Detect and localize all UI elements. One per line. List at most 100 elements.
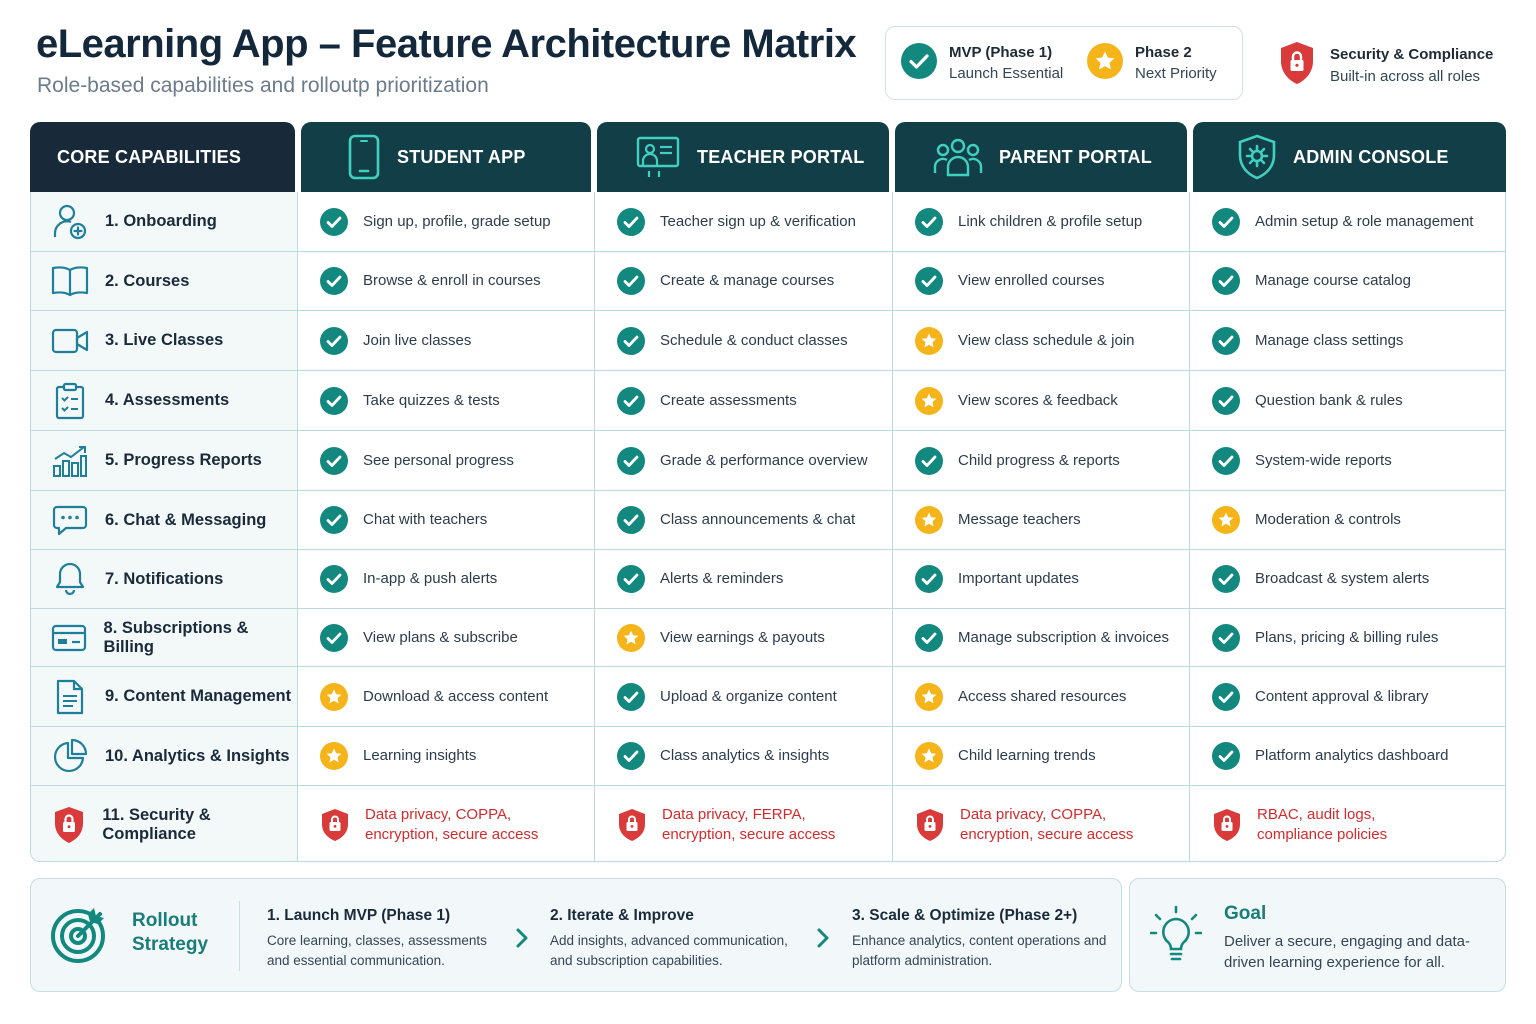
check-circle-icon [1212,742,1240,770]
capability-name: 8. Subscriptions & Billing [103,618,249,656]
feature-text: View earnings & payouts [660,628,825,646]
feature-text: Moderation & controls [1255,511,1401,528]
credit-card-icon [47,623,92,653]
legend-mvp: MVP (Phase 1) Launch Essential [901,42,1063,84]
check-circle-icon [617,326,645,355]
feature-cell: Data privacy, COPPA, encryption, secure … [893,786,1190,861]
column-header-label: CORE CAPABILITIES [57,146,242,167]
feature-text: Content approval & library [1255,687,1429,705]
feature-cell: RBAC, audit logs, compliance policies [1190,786,1505,861]
video-camera-icon [47,327,93,355]
check-circle-icon [617,446,645,475]
capability-cell: 9. Content Management [31,667,298,726]
table-row: 4. Assessments Take quizzes & tests Create… [31,371,1505,431]
feature-cell: Alerts & reminders [595,550,893,608]
matrix-body: 1. Onboarding Sign up, profile, grade set… [30,192,1506,862]
check-circle-icon [1212,623,1240,652]
feature-cell: Important updates [893,550,1190,608]
feature-text: Data privacy, FERPA, encryption, secure … [662,806,836,843]
legend-security-title: Security & Compliance [1330,45,1494,63]
feature-cell: Take quizzes & tests [298,371,595,430]
feature-text: Take quizzes & tests [363,391,500,409]
legend-phase2: Phase 2 Next Priority [1087,42,1217,84]
check-circle-icon [1212,386,1240,415]
feature-text: Data privacy, COPPA, encryption, secure … [960,806,1134,843]
feature-cell: Create & manage courses [595,252,893,310]
feature-text: Child progress & reports [958,451,1120,469]
feature-cell: View class schedule & join [893,311,1190,370]
feature-text: Platform analytics dashboard [1255,747,1449,764]
chat-bubble-icon [47,504,93,536]
feature-cell: Manage subscription & invoices [893,609,1190,666]
table-row: 9. Content Management Download & access c… [31,667,1505,727]
check-circle-icon [617,207,645,236]
book-icon [47,265,93,297]
feature-cell: Join live classes [298,311,595,370]
check-circle-icon [915,207,943,236]
table-row: 8. Subscriptions & Billing View plans & s… [31,609,1505,667]
page-title: eLearning App – Feature Architecture Mat… [36,22,857,66]
target-icon [50,904,110,969]
check-circle-icon [617,565,645,593]
phone-icon [347,134,381,180]
rollout-step-title: 3. Scale & Optimize (Phase 2+) [852,907,1078,924]
column-header-student: STUDENT APP [301,122,591,192]
column-header-label: ADMIN CONSOLE [1293,146,1449,167]
check-circle-icon [320,623,348,652]
feature-cell: Plans, pricing & billing rules [1190,609,1505,666]
feature-cell: Data privacy, FERPA, encryption, secure … [595,786,893,861]
feature-cell: Create assessments [595,371,893,430]
feature-cell: See personal progress [298,431,595,490]
feature-text: Sign up, profile, grade setup [363,212,551,230]
feature-cell: Teacher sign up & verification [595,192,893,251]
column-header-admin: ADMIN CONSOLE [1193,122,1506,192]
check-circle-icon [617,682,645,711]
feature-text: Create & manage courses [660,272,835,289]
star-circle-icon [617,623,645,652]
check-circle-icon [1212,207,1240,236]
rollout-strategy-panel: Rollout Strategy 1. Launch MVP (Phase 1)… [30,878,1122,992]
chevron-right-icon [816,927,830,954]
feature-text: View scores & feedback [958,391,1118,409]
rollout-step-title: 2. Iterate & Improve [550,907,694,924]
feature-text: Manage subscription & invoices [958,628,1169,646]
feature-text: Admin setup & role management [1255,212,1474,230]
capability-cell: 2. Courses [31,252,298,310]
document-icon [47,679,93,715]
feature-text: Child learning trends [958,747,1096,764]
star-circle-icon [915,742,943,770]
feature-text: Grade & performance overview [660,451,868,469]
feature-cell: Link children & profile setup [893,192,1190,251]
feature-cell: Child learning trends [893,727,1190,785]
feature-text: Manage course catalog [1255,272,1411,289]
feature-cell: Question bank & rules [1190,371,1505,430]
feature-text: Join live classes [363,331,472,349]
feature-text: Access shared resources [958,687,1127,705]
rollout-step-3: 3. Scale & Optimize (Phase 2+) Enhance a… [852,907,1108,971]
feature-cell: Moderation & controls [1190,491,1505,549]
check-circle-icon [1212,682,1240,711]
check-circle-icon [320,565,348,593]
feature-text: Class analytics & insights [660,747,830,764]
bar-chart-trend-icon [47,444,93,478]
feature-cell: Upload & organize content [595,667,893,726]
rollout-step-desc: Core learning, classes, assessments and … [267,933,487,968]
feature-cell: Access shared resources [893,667,1190,726]
capability-cell: 7. Notifications [31,550,298,608]
table-row: 1. Onboarding Sign up, profile, grade set… [31,192,1505,252]
check-circle-icon [915,446,943,475]
bell-icon [47,561,93,597]
whiteboard-teacher-icon [635,135,681,179]
feature-text: System-wide reports [1255,451,1392,469]
feature-cell: Manage course catalog [1190,252,1505,310]
feature-text: Question bank & rules [1255,391,1403,409]
shield-lock-icon [1212,808,1242,842]
check-circle-icon [617,506,645,534]
check-circle-icon [1212,326,1240,355]
lightbulb-icon [1149,905,1203,970]
feature-text: View enrolled courses [958,272,1105,289]
check-circle-icon [915,565,943,593]
rollout-step-desc: Enhance analytics, content operations an… [852,933,1107,968]
legend-phase2-desc: Next Priority [1135,65,1217,82]
check-circle-icon [320,326,348,355]
